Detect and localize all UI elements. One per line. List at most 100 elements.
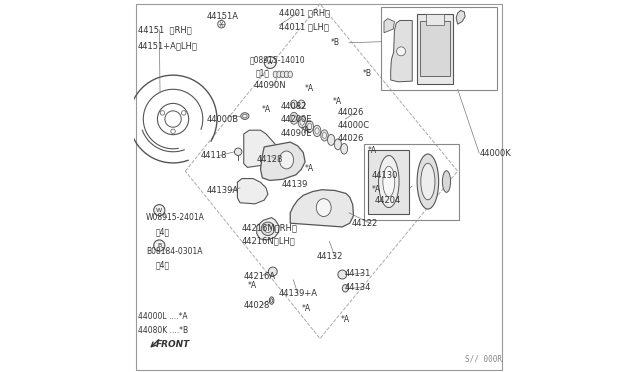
Text: *A: *A <box>301 126 310 135</box>
Ellipse shape <box>298 116 306 128</box>
Bar <box>417 14 453 84</box>
Text: 44151A: 44151A <box>207 12 239 21</box>
Text: 44080K ....*B: 44080K ....*B <box>138 326 188 335</box>
Text: 44216N〈LH〉: 44216N〈LH〉 <box>241 237 295 246</box>
Text: W: W <box>156 208 163 213</box>
Polygon shape <box>237 179 268 204</box>
Ellipse shape <box>316 199 331 217</box>
Text: 44090N: 44090N <box>254 81 287 90</box>
Text: 44130: 44130 <box>372 171 399 180</box>
Text: *A: *A <box>305 164 314 173</box>
Text: *A: *A <box>371 185 380 194</box>
Polygon shape <box>257 218 279 240</box>
Bar <box>369 150 410 214</box>
Text: *A: *A <box>248 281 257 290</box>
Text: 44200E: 44200E <box>280 115 312 124</box>
Text: *A: *A <box>367 146 377 155</box>
Polygon shape <box>456 10 465 24</box>
Ellipse shape <box>243 114 247 118</box>
Circle shape <box>154 240 165 251</box>
Ellipse shape <box>273 71 278 78</box>
Text: *A: *A <box>301 304 310 312</box>
Text: 44000B: 44000B <box>207 115 239 124</box>
Ellipse shape <box>313 125 321 137</box>
Text: *A: *A <box>262 105 271 114</box>
Ellipse shape <box>342 285 348 292</box>
Ellipse shape <box>298 100 305 108</box>
Text: 4、: 4、 <box>156 260 170 269</box>
Text: ⓪08915-14010: ⓪08915-14010 <box>250 55 305 64</box>
Text: 44011 〈LH〉: 44011 〈LH〉 <box>279 22 329 31</box>
Text: S// 000R: S// 000R <box>465 355 502 364</box>
Text: *A: *A <box>333 97 342 106</box>
Bar <box>364 144 459 220</box>
Text: 4、: 4、 <box>156 227 170 236</box>
Text: 44118: 44118 <box>201 151 227 160</box>
Ellipse shape <box>300 119 305 125</box>
Bar <box>420 21 450 76</box>
Ellipse shape <box>421 163 435 200</box>
Circle shape <box>234 148 242 155</box>
Text: 44082: 44082 <box>280 102 307 110</box>
Text: 1、: 1、 <box>255 68 269 77</box>
Text: 44216A: 44216A <box>244 272 276 280</box>
Text: 44000C: 44000C <box>337 121 370 130</box>
Text: 44139+A: 44139+A <box>278 289 317 298</box>
Text: B08184-0301A: B08184-0301A <box>146 247 202 256</box>
Ellipse shape <box>340 144 348 154</box>
Ellipse shape <box>269 297 274 304</box>
Ellipse shape <box>334 139 341 150</box>
Text: 44026: 44026 <box>337 108 364 117</box>
Ellipse shape <box>321 130 328 141</box>
Circle shape <box>264 57 276 68</box>
Text: 44090E: 44090E <box>280 129 312 138</box>
Text: 44132: 44132 <box>316 252 342 261</box>
Ellipse shape <box>280 151 294 169</box>
Ellipse shape <box>328 134 335 145</box>
Ellipse shape <box>383 166 395 197</box>
Polygon shape <box>384 19 394 33</box>
Bar <box>426 14 444 25</box>
Ellipse shape <box>323 132 326 138</box>
Ellipse shape <box>284 71 289 78</box>
Bar <box>381 7 497 90</box>
Text: 44128: 44128 <box>257 155 283 164</box>
Text: 44122: 44122 <box>352 219 378 228</box>
Text: 44131: 44131 <box>344 269 371 278</box>
Text: *A: *A <box>305 84 314 93</box>
Text: 44151  〈RH〉: 44151 〈RH〉 <box>138 25 191 34</box>
Text: 44000K: 44000K <box>480 149 512 158</box>
Ellipse shape <box>379 155 399 208</box>
Text: FRONT: FRONT <box>156 340 190 349</box>
Circle shape <box>154 205 165 216</box>
Ellipse shape <box>288 71 292 78</box>
Text: 44000L ....*A: 44000L ....*A <box>138 312 188 321</box>
Text: *B: *B <box>363 69 372 78</box>
Ellipse shape <box>277 71 282 78</box>
Circle shape <box>268 267 277 276</box>
Circle shape <box>397 47 406 56</box>
Text: 44139A: 44139A <box>207 186 239 195</box>
Ellipse shape <box>306 121 314 132</box>
Ellipse shape <box>291 100 298 108</box>
Text: 44204: 44204 <box>375 196 401 205</box>
Text: *B: *B <box>331 38 340 47</box>
Polygon shape <box>260 142 305 180</box>
Ellipse shape <box>241 113 249 119</box>
Ellipse shape <box>290 112 298 124</box>
Text: 44001 〈RH〉: 44001 〈RH〉 <box>279 9 330 17</box>
Ellipse shape <box>315 128 319 134</box>
Ellipse shape <box>280 71 285 78</box>
Text: 44028: 44028 <box>244 301 270 310</box>
Polygon shape <box>291 190 353 227</box>
Ellipse shape <box>307 123 312 130</box>
Ellipse shape <box>271 299 273 302</box>
Text: W08915-2401A: W08915-2401A <box>146 213 205 222</box>
Text: 44139: 44139 <box>282 180 308 189</box>
Text: 44026: 44026 <box>337 134 364 143</box>
Text: W: W <box>267 60 273 65</box>
Ellipse shape <box>292 115 296 122</box>
Text: B: B <box>157 243 161 248</box>
Polygon shape <box>390 20 412 82</box>
Ellipse shape <box>417 154 438 209</box>
